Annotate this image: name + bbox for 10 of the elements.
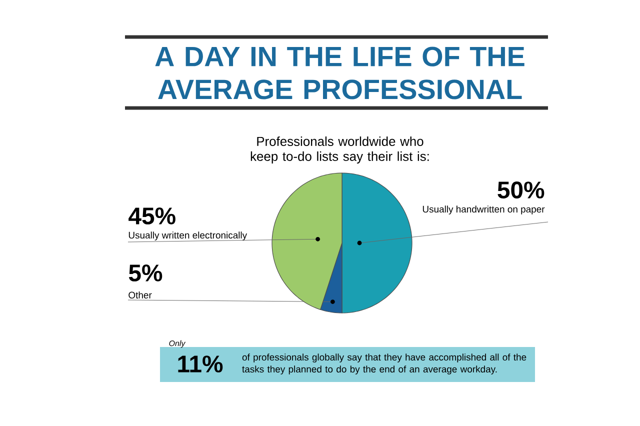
slice-label: Usually handwritten on paper — [422, 206, 545, 214]
text: 11% — [178, 356, 223, 372]
slice-label: Other — [128, 292, 152, 298]
data-label: 50% — [498, 182, 544, 198]
data-label: 5% — [128, 264, 162, 282]
data-label: 45% — [128, 208, 176, 224]
chart-subtitle: Professionals worldwide who keep to-do lists say their list is: — [250, 136, 429, 164]
text: of professionals globally say that they have accomplished all of the tasks they planned to do by the end of an average workday. — [242, 354, 526, 374]
chart-title: A DAY IN THE LIFE OF THE AVERAGE PROFESSIONAL — [155, 46, 524, 100]
slice-label: Usually written electronically — [128, 232, 248, 240]
